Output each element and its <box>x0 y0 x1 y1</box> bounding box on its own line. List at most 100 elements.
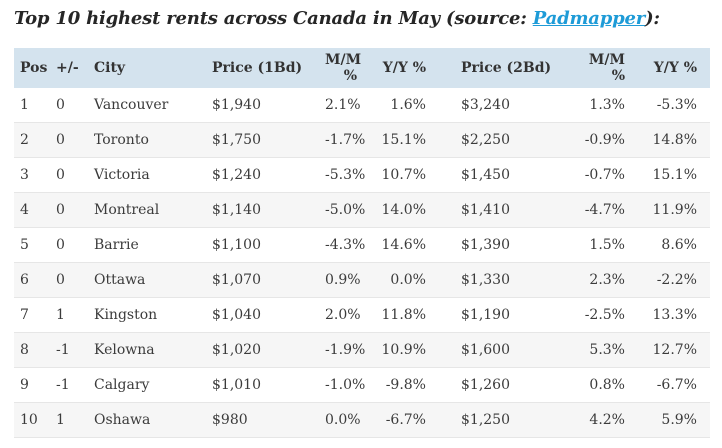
cell-yy-2bd: 11.9% <box>629 192 710 228</box>
cell-yy-2bd: -6.7% <box>629 367 710 403</box>
cell-price-1bd: $1,240 <box>207 157 324 193</box>
cell-yy-1bd: 11.8% <box>374 297 443 333</box>
column-header-mm-2bd: M/M % <box>575 48 629 88</box>
cell-mm-2bd: -0.7% <box>575 157 629 193</box>
cell-city: Toronto <box>89 122 207 158</box>
cell-yy-2bd: -2.2% <box>629 262 710 298</box>
cell-yy-1bd: 15.1% <box>374 122 443 158</box>
cell-yy-1bd: 1.6% <box>374 88 443 123</box>
table-row: 9 -1 Calgary $1,010 -1.0% -9.8% $1,260 0.8% -6.7… <box>14 367 710 403</box>
title-text: Top 10 highest rents across Canada in Ma… <box>14 8 533 29</box>
cell-mm-1bd: -1.0% <box>324 367 374 403</box>
cell-mm-2bd: -0.9% <box>575 122 629 158</box>
cell-price-2bd: $2,250 <box>443 122 575 158</box>
cell-pos: 2 <box>14 122 51 158</box>
cell-price-2bd: $1,330 <box>443 262 575 298</box>
cell-price-2bd: $1,260 <box>443 367 575 403</box>
cell-mm-2bd: 1.3% <box>575 88 629 123</box>
cell-price-1bd: $1,750 <box>207 122 324 158</box>
table-body: 1 0 Vancouver $1,940 2.1% 1.6% $3,240 1.3% -5.3%… <box>14 88 710 438</box>
cell-mm-1bd: -1.9% <box>324 332 374 368</box>
cell-yy-1bd: 14.6% <box>374 227 443 263</box>
cell-city: Kelowna <box>89 332 207 368</box>
cell-price-1bd: $980 <box>207 402 324 438</box>
cell-yy-1bd: 10.7% <box>374 157 443 193</box>
cell-yy-1bd: 0.0% <box>374 262 443 298</box>
cell-pos: 6 <box>14 262 51 298</box>
column-header-mm-1bd: M/M % <box>324 48 374 88</box>
cell-change: 1 <box>51 402 89 438</box>
cell-yy-2bd: 15.1% <box>629 157 710 193</box>
cell-mm-1bd: -4.3% <box>324 227 374 263</box>
cell-price-2bd: $1,390 <box>443 227 575 263</box>
cell-mm-1bd: 2.0% <box>324 297 374 333</box>
cell-pos: 4 <box>14 192 51 228</box>
cell-price-1bd: $1,070 <box>207 262 324 298</box>
cell-yy-1bd: 10.9% <box>374 332 443 368</box>
cell-change: 0 <box>51 157 89 193</box>
cell-price-2bd: $3,240 <box>443 88 575 123</box>
cell-city: Calgary <box>89 367 207 403</box>
cell-city: Kingston <box>89 297 207 333</box>
table-row: 4 0 Montreal $1,140 -5.0% 14.0% $1,410 -4.7% 11.… <box>14 192 710 228</box>
column-header-price-1bd: Price (1Bd) <box>207 48 324 88</box>
cell-city: Oshawa <box>89 402 207 438</box>
table-row: 10 1 Oshawa $980 0.0% -6.7% $1,250 4.2% 5.9% <box>14 402 710 438</box>
cell-mm-1bd: 0.0% <box>324 402 374 438</box>
cell-price-1bd: $1,140 <box>207 192 324 228</box>
padmapper-link[interactable]: Padmapper <box>532 8 646 29</box>
cell-change: -1 <box>51 367 89 403</box>
rent-table: Pos +/- City Price (1Bd) M/M % Y/Y % Price (2B… <box>14 48 710 438</box>
column-header-city: City <box>89 48 207 88</box>
cell-change: -1 <box>51 332 89 368</box>
cell-change: 0 <box>51 227 89 263</box>
cell-price-2bd: $1,410 <box>443 192 575 228</box>
table-row: 1 0 Vancouver $1,940 2.1% 1.6% $3,240 1.3% -5.3% <box>14 88 710 123</box>
cell-change: 0 <box>51 88 89 123</box>
cell-price-2bd: $1,600 <box>443 332 575 368</box>
cell-yy-2bd: 14.8% <box>629 122 710 158</box>
cell-price-1bd: $1,100 <box>207 227 324 263</box>
cell-city: Victoria <box>89 157 207 193</box>
cell-pos: 9 <box>14 367 51 403</box>
cell-price-2bd: $1,190 <box>443 297 575 333</box>
cell-mm-2bd: 2.3% <box>575 262 629 298</box>
page-title: Top 10 highest rents across Canada in Ma… <box>14 7 710 31</box>
cell-city: Montreal <box>89 192 207 228</box>
cell-city: Vancouver <box>89 88 207 123</box>
cell-price-2bd: $1,450 <box>443 157 575 193</box>
cell-pos: 3 <box>14 157 51 193</box>
cell-mm-1bd: 0.9% <box>324 262 374 298</box>
cell-change: 1 <box>51 297 89 333</box>
cell-pos: 5 <box>14 227 51 263</box>
cell-city: Barrie <box>89 227 207 263</box>
cell-city: Ottawa <box>89 262 207 298</box>
table-row: 6 0 Ottawa $1,070 0.9% 0.0% $1,330 2.3% -2.2% <box>14 262 710 298</box>
cell-mm-2bd: 5.3% <box>575 332 629 368</box>
cell-mm-2bd: -2.5% <box>575 297 629 333</box>
table-row: 8 -1 Kelowna $1,020 -1.9% 10.9% $1,600 5.3% 12.7… <box>14 332 710 368</box>
cell-change: 0 <box>51 192 89 228</box>
cell-yy-2bd: 5.9% <box>629 402 710 438</box>
article-section: Top 10 highest rents across Canada in Ma… <box>14 7 710 438</box>
cell-pos: 1 <box>14 88 51 123</box>
cell-pos: 8 <box>14 332 51 368</box>
cell-change: 0 <box>51 122 89 158</box>
cell-mm-2bd: 1.5% <box>575 227 629 263</box>
cell-yy-2bd: -5.3% <box>629 88 710 123</box>
cell-yy-2bd: 13.3% <box>629 297 710 333</box>
cell-yy-1bd: -6.7% <box>374 402 443 438</box>
cell-change: 0 <box>51 262 89 298</box>
column-header-pos: Pos <box>14 48 51 88</box>
cell-mm-1bd: -1.7% <box>324 122 374 158</box>
cell-mm-1bd: 2.1% <box>324 88 374 123</box>
table-row: 5 0 Barrie $1,100 -4.3% 14.6% $1,390 1.5% 8.6% <box>14 227 710 263</box>
cell-pos: 7 <box>14 297 51 333</box>
column-header-change: +/- <box>51 48 89 88</box>
cell-mm-1bd: -5.3% <box>324 157 374 193</box>
table-row: 3 0 Victoria $1,240 -5.3% 10.7% $1,450 -0.7% 15.… <box>14 157 710 193</box>
cell-price-1bd: $1,040 <box>207 297 324 333</box>
cell-yy-2bd: 12.7% <box>629 332 710 368</box>
cell-yy-1bd: 14.0% <box>374 192 443 228</box>
table-row: 2 0 Toronto $1,750 -1.7% 15.1% $2,250 -0.9% 14.8… <box>14 122 710 158</box>
